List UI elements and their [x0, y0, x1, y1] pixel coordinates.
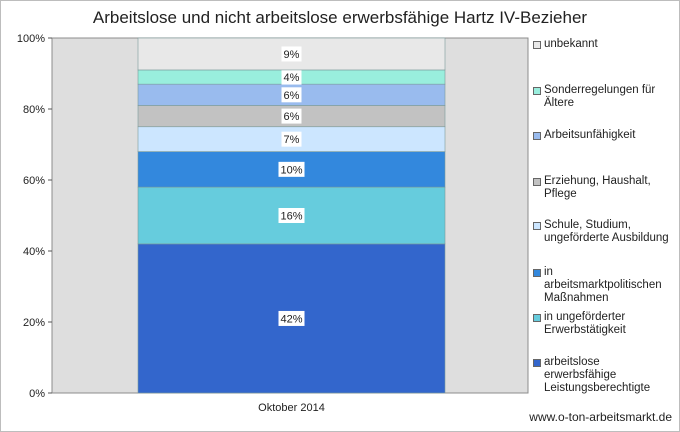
legend-swatch	[533, 87, 541, 95]
legend-label: arbeitslose	[544, 356, 600, 368]
y-tick-label: 80%	[23, 104, 45, 116]
legend-item: arbeitslose erwerbsfähige Leistungsberecht…	[533, 356, 678, 395]
legend-swatch	[533, 222, 541, 230]
legend-label: Leistungsberechtigte	[544, 382, 651, 394]
legend-label: Arbeitsunfähigkeit	[544, 129, 636, 141]
legend-swatch	[533, 314, 541, 322]
legend-item: Sonderregelungen für Ältere	[533, 84, 678, 110]
legend-label: unbekannt	[544, 38, 598, 50]
watermark: www.o-ton-arbeitsmarkt.de	[529, 410, 672, 424]
legend-label: Sonderregelungen für	[544, 84, 656, 96]
legend-swatch	[533, 132, 541, 140]
legend-item: Schule, Studium, ungeförderte Ausbildung	[533, 219, 678, 245]
legend-item: in ungeförderter Erwerbstätigkeit	[533, 311, 678, 337]
y-tick-label: 60%	[23, 175, 45, 187]
legend-label: Pflege	[544, 188, 577, 200]
y-tick-label: 0%	[29, 388, 45, 400]
chart-title: Arbeitslose und nicht arbeitslose erwerb…	[92, 8, 588, 27]
data-label: 42%	[280, 313, 302, 325]
data-label-box	[281, 108, 302, 124]
data-label: 9%	[284, 49, 300, 61]
legend-item: unbekannt	[533, 38, 678, 51]
data-label: 16%	[280, 211, 302, 223]
legend-label: Schule, Studium,	[544, 219, 631, 231]
legend-item: Erziehung, Haushalt, Pflege	[533, 175, 678, 201]
data-label-box	[278, 310, 305, 326]
data-label-box	[281, 87, 302, 103]
legend-swatch	[533, 359, 541, 367]
legend-swatch	[533, 269, 541, 277]
legend-label: Maßnahmen	[544, 292, 609, 304]
legend-label: Ältere	[544, 97, 575, 109]
data-label: 10%	[280, 164, 302, 176]
legend-label: Erwerbstätigkeit	[544, 324, 626, 336]
data-label: 6%	[284, 90, 300, 102]
legend-swatch	[533, 178, 541, 186]
legend-item: in arbeitsmarktpolitischen Maßnahmen	[533, 266, 678, 305]
y-tick-label: 40%	[23, 246, 45, 258]
data-label-box	[278, 208, 305, 223]
legend-label: in ungeförderter	[544, 311, 626, 323]
legend-swatch	[533, 41, 541, 49]
data-label-box	[281, 131, 302, 147]
legend-label: arbeitsmarktpolitischen	[544, 279, 662, 291]
data-label: 7%	[284, 134, 300, 146]
data-label-box	[281, 46, 302, 62]
legend-label: erwerbsfähige	[544, 369, 617, 381]
y-tick-label: 20%	[23, 317, 45, 329]
data-label-box	[281, 69, 302, 85]
legend-label: in	[544, 266, 553, 278]
legend-label: Erziehung, Haushalt,	[544, 175, 651, 187]
legend-label: ungeförderte Ausbildung	[544, 232, 669, 244]
data-label: 6%	[284, 111, 300, 123]
data-label: 4%	[284, 72, 300, 84]
legend-item: Arbeitsunfähigkeit	[533, 129, 678, 142]
x-tick-label: Oktober 2014	[258, 402, 325, 414]
data-label-box	[278, 161, 305, 177]
y-tick-label: 100%	[17, 33, 45, 45]
